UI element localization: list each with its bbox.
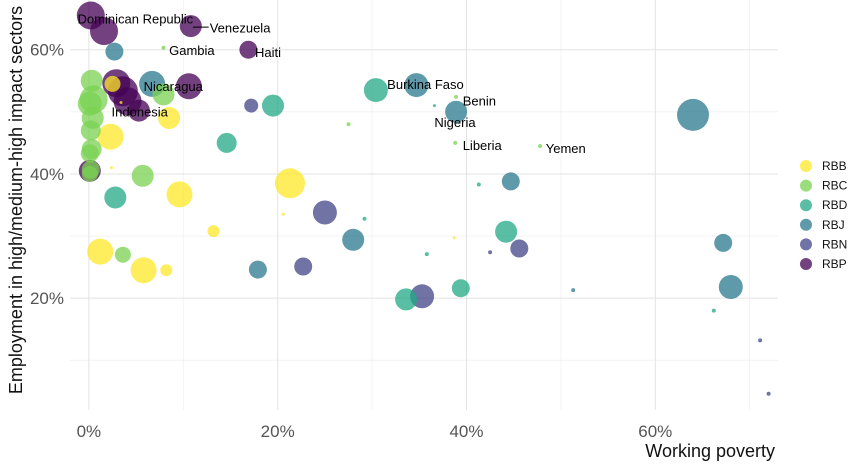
data-point-rbc [538,144,543,148]
data-point-rbj [714,233,733,252]
data-point-rbd [262,94,284,117]
point-annotations: Dominican Republic Venezuela Gambia Haiti Ni… [78,11,586,156]
legend-swatch [800,179,812,192]
data-point-rbp [127,99,150,122]
x-tick-label: 20% [261,422,295,441]
data-point-rbc [81,165,98,182]
data-point-rbp [175,73,202,100]
data-point-rbb [207,225,220,238]
data-point-rbd [432,104,436,108]
annotation-label: Indonesia [112,104,169,119]
data-point-rbn [758,338,763,343]
data-point-rbb [166,181,193,208]
data-point-rbj [718,275,743,299]
x-tick-label: 40% [449,422,483,441]
y-tick-label: 40% [30,165,64,184]
data-point-rbc [114,246,131,263]
data-point-rbj [445,100,468,123]
grid-layer [70,0,778,410]
data-point-rbp [239,40,258,59]
data-point-rbd [395,288,418,311]
data-point-rbb [452,236,456,240]
data-point-rbb [130,257,157,284]
annotation-label: Venezuela [210,21,271,36]
data-point-rbc [80,144,99,163]
data-point-rbn [488,250,493,255]
annotation-label: Haiti [255,45,281,60]
legend-label: RBC [822,179,848,193]
annotation-label: Yemen [546,141,586,156]
data-point-rbp [90,17,118,46]
data-point-rbb [158,107,181,129]
x-axis-title: Working poverty [645,441,775,461]
data-point-rbd [476,182,481,187]
data-point-rbb [281,212,285,216]
data-point-rbj [248,260,267,279]
annotation-label: Benin [463,93,496,108]
annotation-label: Dominican Republic [78,11,194,26]
data-point-rbd [104,186,127,209]
y-axis-title: Employment in high/medium-high impact se… [6,6,26,394]
data-point-rbn [766,391,771,396]
legend-swatch [800,160,812,172]
legend-label: RBB [822,159,847,173]
data-point-rbb [104,75,121,92]
data-point-rbd [362,216,367,221]
y-tick-label: 60% [30,41,64,60]
data-point-rbd [711,308,716,313]
data-point-rbb [119,101,123,104]
data-point-rbj [105,42,124,61]
annotation-label: Burkina Faso [387,77,464,92]
data-point-rbj [404,73,429,98]
annotation-label: Nigeria [434,115,476,130]
data-point-rbj [342,228,365,251]
data-point-rbc [152,83,175,106]
data-points [76,1,771,396]
legend-swatch [800,258,812,270]
legend-label: RBP [822,257,847,271]
data-point-rbd [495,220,518,243]
legend-swatch [800,218,812,231]
data-point-rbn [244,98,259,113]
data-point-rbd [216,132,237,153]
data-point-rbd [451,279,470,298]
data-point-rbd [363,78,388,103]
legend-label: RBN [822,237,847,251]
legend-label: RBD [822,198,848,212]
legend-label: RBJ [822,218,845,232]
data-point-rbj [571,288,576,293]
x-tick-label: 60% [638,422,672,441]
data-point-rbc [80,120,101,141]
data-point-rbc [131,164,154,187]
data-point-rbn [312,200,337,225]
data-point-rbb [87,238,114,265]
data-point-rbb [110,166,113,170]
data-point-rbd [424,252,429,257]
annotation-label: Gambia [169,43,215,58]
legend-swatch [800,238,812,251]
data-point-rbn [294,257,313,276]
legend: RBB RBC RBD RBJ RBN RBP [800,159,848,271]
y-tick-label: 20% [30,289,64,308]
data-point-rbc [346,122,351,127]
annotation-label: Liberia [463,138,503,153]
x-tick-label: 0% [77,422,102,441]
data-point-rbc [454,94,459,99]
tick-labels: 0% 20% 40% 60% 20% 40% 60% [30,41,672,441]
data-point-rbc [161,45,166,50]
data-point-rbj [677,98,709,131]
legend-swatch [800,199,812,212]
data-point-rbb [275,168,305,199]
data-point-rbc [453,140,458,145]
data-point-rbn [510,239,529,258]
data-point-rbj [501,172,520,191]
annotation-label: Nicaragua [144,79,204,94]
data-point-rbp [179,15,202,38]
data-point-rbb [160,264,173,277]
data-point-rbb [97,123,124,150]
data-point-rbc [80,69,103,92]
